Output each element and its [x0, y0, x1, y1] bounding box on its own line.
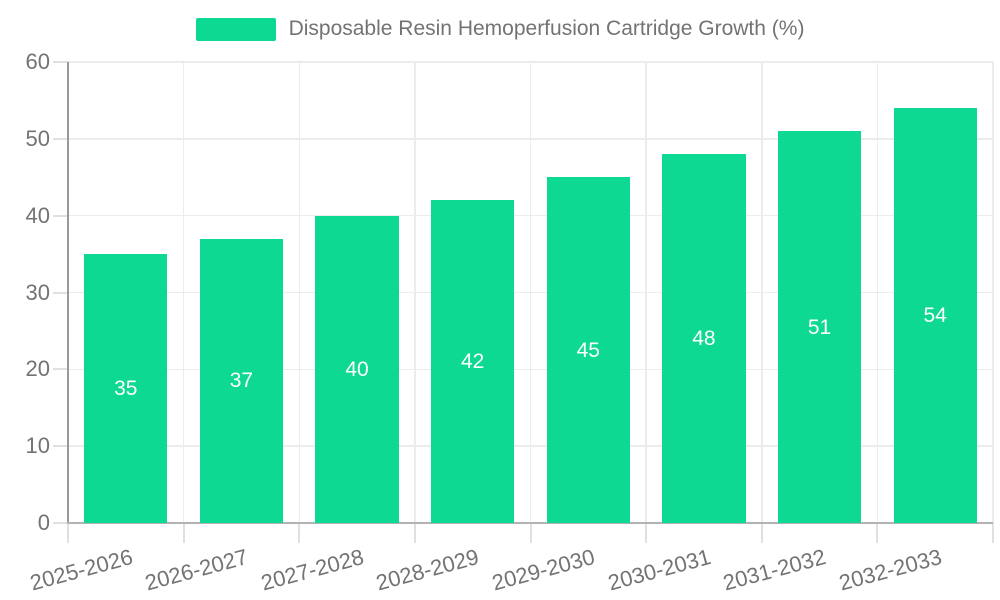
y-axis-tick-label: 0 [37, 510, 50, 535]
y-axis-tick-label: 10 [25, 433, 50, 459]
bar-value-label: 51 [807, 315, 832, 339]
y-axis-tick [53, 61, 68, 63]
x-axis-line [66, 522, 993, 524]
x-axis-tick [645, 523, 648, 543]
bar[interactable]: 54 [893, 108, 977, 523]
vertical-gridline [761, 62, 763, 523]
x-axis-label: 2032-2033 [836, 544, 945, 596]
bar[interactable]: 42 [431, 200, 515, 523]
bar[interactable]: 48 [662, 154, 746, 523]
bar-value-label: 40 [345, 357, 369, 381]
y-axis-tick [53, 445, 68, 448]
legend: Disposable Resin Hemoperfusion Cartridge… [0, 17, 1000, 41]
bar[interactable]: 35 [84, 254, 168, 523]
legend-swatch-icon [195, 17, 276, 41]
x-axis-label: 2026-2027 [142, 544, 251, 596]
vertical-gridline [992, 62, 994, 523]
x-axis-tick [529, 523, 532, 543]
vertical-gridline [298, 62, 300, 523]
bar[interactable]: 51 [777, 131, 862, 523]
y-axis-tick-label: 40 [25, 202, 50, 228]
x-axis-label: 2029-2030 [489, 544, 598, 596]
x-axis-label: 2031-2032 [720, 544, 829, 596]
y-axis-tick [53, 137, 68, 140]
x-axis-tick [876, 523, 879, 543]
bar[interactable]: 37 [199, 238, 284, 523]
bar[interactable]: 45 [546, 177, 630, 523]
x-axis-label: 2027-2028 [258, 544, 367, 596]
bar-value-label: 54 [923, 304, 947, 328]
x-axis-tick [760, 523, 763, 543]
x-axis-tick [182, 523, 185, 543]
y-axis-tick [53, 368, 68, 371]
vertical-gridline [876, 62, 879, 523]
x-axis-tick [992, 523, 994, 543]
vertical-gridline [645, 62, 647, 523]
y-axis-line [66, 62, 69, 523]
bar-value-label: 42 [461, 350, 485, 374]
legend-item[interactable]: Disposable Resin Hemoperfusion Cartridge… [195, 17, 805, 41]
y-axis-tick [53, 291, 68, 294]
vertical-gridline [182, 62, 185, 523]
x-axis-label: 2025-2026 [26, 544, 136, 596]
bar-value-label: 48 [692, 327, 716, 351]
bar-value-label: 37 [229, 369, 254, 393]
bar[interactable]: 40 [315, 215, 399, 523]
y-axis-tick-label: 20 [25, 356, 50, 382]
bar-value-label: 35 [114, 377, 138, 401]
x-axis-label: 2028-2029 [373, 544, 482, 596]
legend-label: Disposable Resin Hemoperfusion Cartridge… [288, 17, 805, 40]
x-axis-tick [67, 523, 69, 543]
bar-value-label: 45 [576, 338, 600, 362]
x-axis-tick [298, 523, 301, 543]
vertical-gridline [529, 62, 532, 523]
y-axis-tick-label: 50 [25, 125, 50, 151]
y-axis-tick [53, 522, 68, 524]
x-axis-tick [413, 523, 416, 543]
y-axis-tick-label: 60 [25, 49, 50, 74]
x-axis-label: 2030-2031 [605, 544, 714, 596]
y-axis-tick-label: 30 [25, 279, 50, 305]
y-axis-tick [53, 214, 68, 217]
vertical-gridline [414, 62, 416, 523]
